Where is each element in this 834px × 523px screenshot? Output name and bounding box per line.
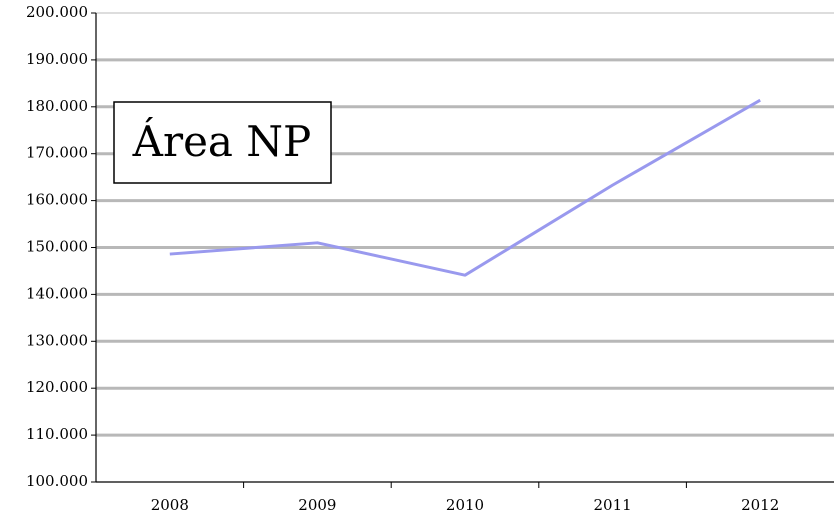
y-tick-label: 170.000: [26, 144, 88, 162]
x-tick-label: 2009: [298, 496, 336, 514]
chart-title: Área NP: [132, 116, 312, 166]
y-tick-label: 150.000: [26, 238, 88, 256]
y-tick-label: 100.000: [26, 472, 88, 490]
y-tick-label: 110.000: [26, 425, 88, 443]
x-tick-label: 2008: [151, 496, 189, 514]
x-tick-label: 2010: [446, 496, 484, 514]
title-box: [113, 101, 332, 184]
data-line: [169, 98, 761, 277]
y-tick-label: 140.000: [26, 284, 88, 302]
y-tick-label: 120.000: [26, 378, 88, 396]
y-tick-label: 160.000: [26, 191, 88, 209]
y-tick-label: 180.000: [26, 97, 88, 115]
x-tick-label: 2011: [594, 496, 632, 514]
y-tick-label: 200.000: [26, 3, 88, 21]
x-tick-label: 2012: [741, 496, 779, 514]
y-tick-label: 130.000: [26, 331, 88, 349]
y-tick-label: 190.000: [26, 50, 88, 68]
